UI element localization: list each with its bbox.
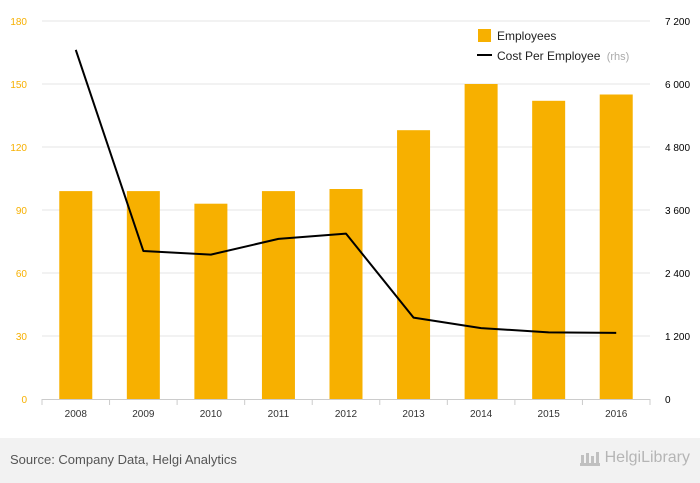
source-text: Source: Company Data, Helgi Analytics: [10, 452, 237, 467]
right-tick-label: 6 000: [665, 80, 690, 91]
left-tick-label: 90: [16, 206, 28, 217]
x-tick-label: 2015: [538, 409, 561, 420]
legend-cost-label: Cost Per Employee (rhs): [497, 49, 629, 63]
x-tick-label: 2016: [605, 409, 628, 420]
x-tick-label: 2012: [335, 409, 358, 420]
left-tick-label: 0: [21, 395, 27, 406]
right-tick-label: 4 800: [665, 143, 690, 154]
left-tick-label: 60: [16, 269, 28, 280]
left-tick-label: 180: [10, 17, 27, 28]
chart: 0 0 30 1 200 60 2 400 90 3 600 120 4 800 150 6 000 1…: [10, 17, 690, 420]
brand-logo: HelgiLibrary: [579, 449, 690, 467]
x-tick-label: 2010: [200, 409, 223, 420]
x-tick-label: 2011: [268, 409, 290, 420]
bar-employees: [532, 100, 566, 400]
bar-employees: [194, 203, 228, 399]
right-tick-label: 3 600: [665, 206, 690, 217]
right-tick-label: 2 400: [665, 269, 690, 280]
x-tick-label: 2013: [402, 409, 425, 420]
legend-cost-text: Cost Per Employee: [497, 49, 601, 63]
bar-employees: [397, 130, 431, 399]
x-tick-label: 2009: [132, 409, 155, 420]
legend: Employees Cost Per Employee (rhs): [477, 29, 629, 63]
axes-layer: 0 0 30 1 200 60 2 400 90 3 600 120 4 800 150 6 000 1…: [10, 17, 690, 420]
x-tick-label: 2008: [65, 409, 88, 420]
left-tick-label: 120: [10, 143, 27, 154]
bar-employees: [126, 191, 160, 399]
bar-employees: [329, 189, 363, 399]
bar-employees: [59, 191, 93, 399]
x-tick-label: 2014: [470, 409, 493, 420]
brand-name: HelgiLibrary: [604, 449, 690, 466]
right-tick-label: 0: [665, 395, 671, 406]
legend-employees-label: Employees: [497, 29, 556, 43]
bar-employees: [464, 84, 498, 399]
left-tick-label: 30: [16, 332, 28, 343]
left-tick-label: 150: [10, 80, 27, 91]
bar-employees: [599, 94, 633, 399]
legend-cost-note: (rhs): [607, 51, 630, 63]
bars-layer: [59, 84, 633, 400]
footer: Source: Company Data, Helgi Analytics He…: [0, 438, 700, 483]
bar-employees: [261, 191, 295, 399]
legend-employees-swatch: [478, 29, 491, 42]
right-tick-label: 1 200: [665, 332, 690, 343]
library-icon: [579, 452, 600, 466]
right-tick-label: 7 200: [665, 17, 690, 28]
line-layer: [74, 49, 617, 334]
